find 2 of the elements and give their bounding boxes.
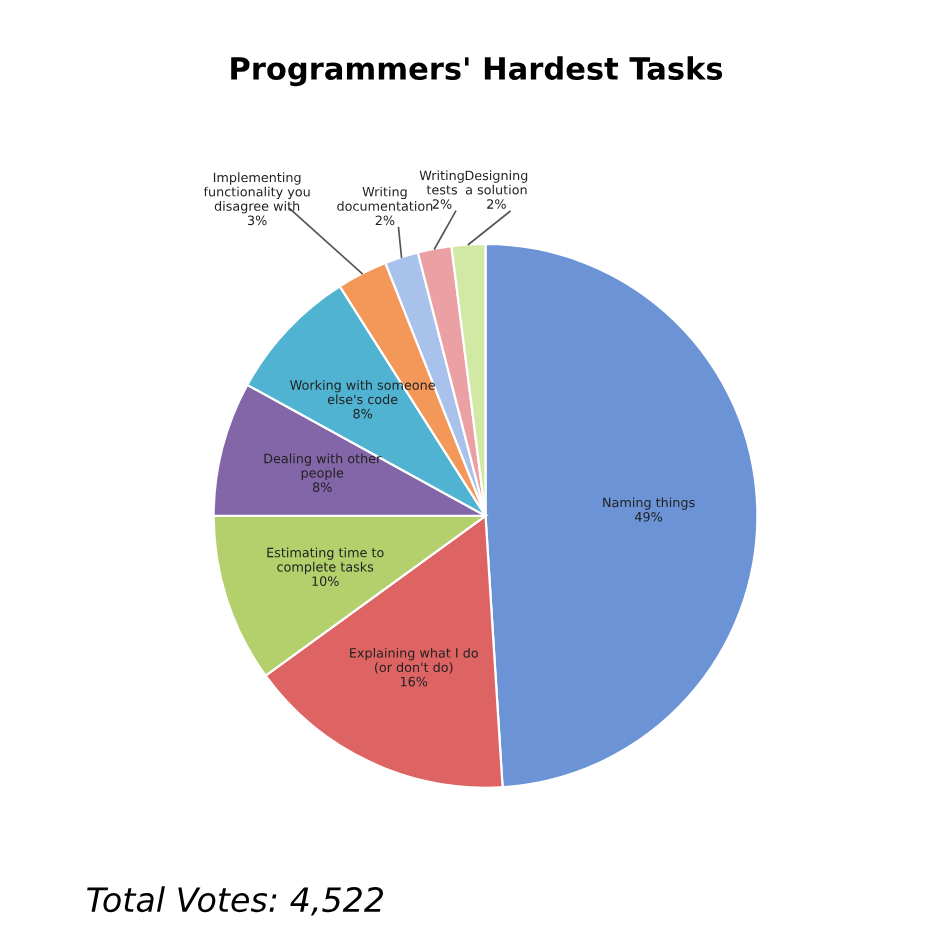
- text: Total Votes: 4,522: [87, 886, 384, 916]
- chart-title: Programmers' Hardest Tasks: [231, 56, 723, 87]
